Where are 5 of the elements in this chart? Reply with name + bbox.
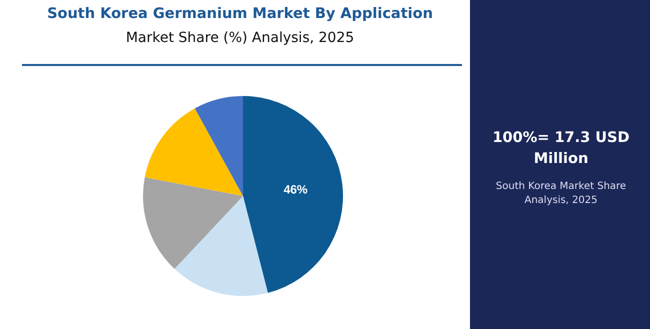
- text: 100%= 17.3 USD Million: [491, 129, 631, 169]
- chart-title: South Korea Germanium Market By Application: [46, 6, 434, 22]
- text: South Korea Market Share Analysis, 2025: [494, 180, 628, 208]
- data-label: 46%: [284, 182, 308, 196]
- chart-subtitle: Market Share (%) Analysis, 2025: [124, 30, 356, 46]
